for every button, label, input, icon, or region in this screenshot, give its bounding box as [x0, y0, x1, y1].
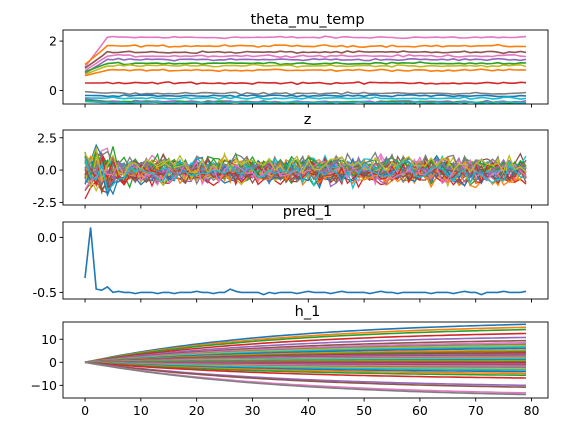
y-tick-label: −10 — [31, 378, 57, 393]
series-line — [84, 96, 527, 100]
series-line — [84, 100, 527, 104]
series-line — [84, 63, 527, 76]
panel-title: theta_mu_temp — [250, 12, 364, 28]
x-tick-label: 60 — [412, 403, 428, 418]
x-tick-label: 70 — [468, 403, 484, 418]
series-line — [84, 35, 527, 68]
axes-frame — [62, 321, 549, 399]
y-tick-label: -0.5 — [33, 285, 57, 300]
series-line — [84, 328, 527, 364]
series-line — [84, 323, 527, 364]
y-tick-label: 10 — [41, 332, 57, 347]
series-line — [84, 150, 527, 176]
axes-frame — [62, 29, 549, 105]
series-line — [84, 90, 527, 96]
series-line — [84, 43, 527, 66]
x-tick-label: 0 — [81, 403, 89, 418]
series-line — [84, 158, 527, 190]
y-tick-label: 0 — [49, 355, 57, 370]
series-line — [84, 361, 527, 388]
panel-title: z — [304, 112, 312, 128]
axes-frame — [62, 221, 549, 300]
series-line — [84, 227, 527, 296]
series-group — [84, 227, 527, 296]
y-tick-label: 0.0 — [37, 230, 57, 245]
x-tick-label: 50 — [356, 403, 372, 418]
series-line — [84, 61, 527, 73]
series-line — [84, 157, 527, 193]
series-line — [84, 57, 527, 74]
series-line — [84, 155, 527, 185]
series-line — [84, 332, 527, 364]
y-tick-label: 2 — [49, 34, 57, 49]
y-tick-label: 2.5 — [37, 130, 57, 145]
x-tick-label: 20 — [189, 403, 205, 418]
series-line — [84, 93, 527, 98]
y-tick-label: 0.0 — [37, 163, 57, 178]
series-group — [84, 143, 527, 200]
x-tick-label: 80 — [524, 403, 540, 418]
y-tick-label: 0 — [49, 83, 57, 98]
panel-1: 0 2 theta_mu_temp — [49, 12, 549, 108]
series-line — [84, 361, 526, 376]
panel-4: 10 0 −10 0 10 20 30 40 50 60 70 80 h_1 — [31, 304, 549, 418]
series-line — [84, 164, 527, 191]
series-line — [85, 81, 527, 86]
y-tick-label: -2.5 — [33, 195, 57, 210]
panel-title: pred_1 — [283, 204, 332, 220]
series-line — [84, 336, 527, 364]
x-tick-label: 10 — [133, 403, 149, 418]
panel-2: 2.5 0.0 -2.5 z — [33, 112, 549, 210]
series-line — [84, 50, 527, 69]
series-group — [84, 323, 527, 396]
series-line — [84, 68, 527, 77]
axes-frame — [62, 129, 549, 206]
series-line — [84, 361, 527, 379]
panel-3: 0.0 -0.5 pred_1 — [33, 204, 549, 303]
panel-title: h_1 — [295, 304, 321, 320]
x-tick-label: 40 — [300, 403, 316, 418]
series-line — [84, 146, 527, 182]
series-line — [84, 361, 527, 396]
series-group — [84, 35, 527, 104]
x-tick-label: 30 — [245, 403, 261, 418]
series-line — [84, 53, 527, 72]
